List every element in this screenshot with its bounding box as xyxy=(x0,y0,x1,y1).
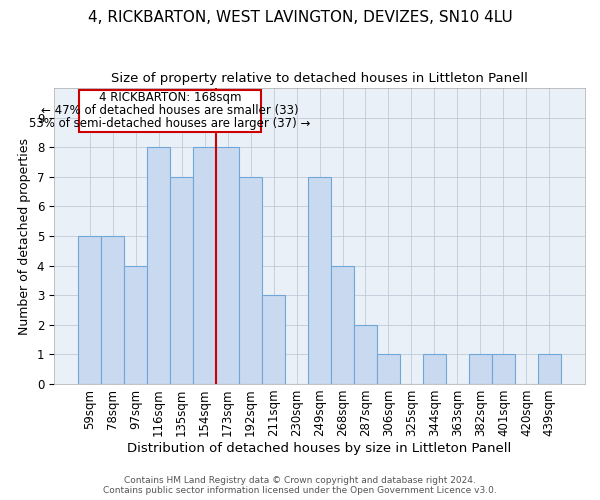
Y-axis label: Number of detached properties: Number of detached properties xyxy=(18,138,31,334)
Bar xyxy=(147,147,170,384)
Text: Contains HM Land Registry data © Crown copyright and database right 2024.
Contai: Contains HM Land Registry data © Crown c… xyxy=(103,476,497,495)
Bar xyxy=(78,236,101,384)
Bar xyxy=(492,354,515,384)
Title: Size of property relative to detached houses in Littleton Panell: Size of property relative to detached ho… xyxy=(111,72,528,86)
Text: 4 RICKBARTON: 168sqm: 4 RICKBARTON: 168sqm xyxy=(99,92,241,104)
Bar xyxy=(469,354,492,384)
Bar xyxy=(101,236,124,384)
Bar xyxy=(193,147,216,384)
Bar xyxy=(308,177,331,384)
Bar xyxy=(423,354,446,384)
FancyBboxPatch shape xyxy=(79,90,261,132)
Bar xyxy=(377,354,400,384)
Bar xyxy=(354,325,377,384)
Bar xyxy=(538,354,561,384)
Text: 4, RICKBARTON, WEST LAVINGTON, DEVIZES, SN10 4LU: 4, RICKBARTON, WEST LAVINGTON, DEVIZES, … xyxy=(88,10,512,25)
Bar xyxy=(262,295,285,384)
Bar xyxy=(216,147,239,384)
Bar xyxy=(124,266,147,384)
Text: ← 47% of detached houses are smaller (33): ← 47% of detached houses are smaller (33… xyxy=(41,104,299,118)
Bar xyxy=(170,177,193,384)
Text: 53% of semi-detached houses are larger (37) →: 53% of semi-detached houses are larger (… xyxy=(29,118,311,130)
Bar xyxy=(331,266,354,384)
Bar xyxy=(239,177,262,384)
X-axis label: Distribution of detached houses by size in Littleton Panell: Distribution of detached houses by size … xyxy=(127,442,512,455)
